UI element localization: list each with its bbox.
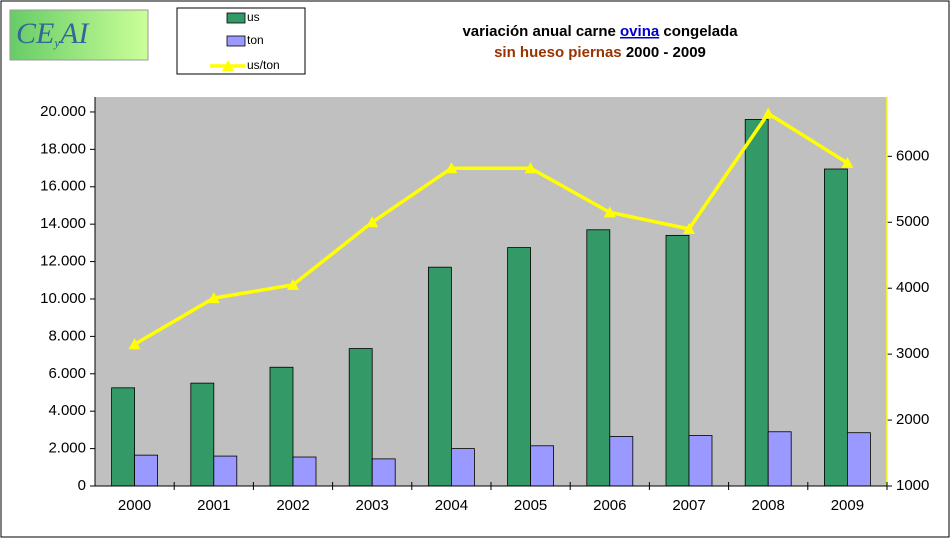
bar bbox=[269, 366, 294, 487]
y-tick-label: 20.000 bbox=[40, 103, 86, 120]
bar bbox=[744, 119, 769, 487]
line-marker bbox=[603, 206, 616, 218]
y-tick-label: 12.000 bbox=[40, 253, 86, 270]
y2-tick-label: 4000 bbox=[896, 279, 929, 296]
chart-subtitle: sin hueso piernas 2000 - 2009 bbox=[494, 44, 706, 61]
bar bbox=[134, 454, 159, 487]
line-marker bbox=[524, 162, 537, 174]
bar bbox=[586, 229, 611, 487]
x-tick-label: 2002 bbox=[276, 497, 309, 514]
line bbox=[133, 111, 849, 346]
bar bbox=[427, 266, 452, 487]
bar bbox=[371, 458, 396, 487]
bar bbox=[847, 432, 871, 487]
x-tick-label: 2006 bbox=[593, 497, 626, 514]
bar bbox=[530, 445, 554, 487]
legend-swatch bbox=[226, 12, 246, 24]
legend-label: us bbox=[247, 10, 260, 24]
line-marker bbox=[207, 292, 220, 304]
x-tick-label: 2008 bbox=[752, 497, 785, 514]
bar bbox=[665, 234, 690, 487]
y2-tick-label: 5000 bbox=[896, 213, 929, 230]
x-tick-label: 2000 bbox=[118, 497, 151, 514]
y2-tick-label: 6000 bbox=[896, 147, 929, 164]
line-marker bbox=[683, 222, 695, 234]
y2-tick-label: 2000 bbox=[896, 411, 929, 428]
y-tick-label: 4.000 bbox=[48, 402, 86, 419]
bar bbox=[767, 431, 792, 487]
subtitle-part: 2000 - 2009 bbox=[626, 44, 706, 61]
chart-title: variación anual carne ovina congelada bbox=[462, 23, 738, 40]
y-tick-label: 2.000 bbox=[48, 440, 86, 457]
line-marker bbox=[287, 278, 299, 290]
bar bbox=[450, 448, 475, 487]
x-tick-label: 2001 bbox=[197, 497, 230, 514]
logo-text: CEyAI bbox=[16, 17, 90, 50]
line-marker bbox=[841, 156, 854, 168]
x-tick-label: 2003 bbox=[356, 497, 389, 514]
y-tick-label: 8.000 bbox=[48, 327, 86, 344]
bar bbox=[609, 436, 634, 487]
title-part: congelada bbox=[663, 23, 738, 40]
y-tick-label: 18.000 bbox=[40, 140, 86, 157]
legend-swatch bbox=[226, 35, 246, 47]
y2-tick-label: 3000 bbox=[896, 345, 929, 362]
y-tick-label: 10.000 bbox=[40, 290, 86, 307]
legend-marker bbox=[222, 60, 234, 71]
legend-label: ton bbox=[247, 33, 264, 47]
logo-box bbox=[9, 9, 149, 61]
bar bbox=[111, 387, 135, 487]
logo: CEyAI bbox=[9, 9, 149, 61]
y-tick-label: 0 bbox=[78, 477, 86, 494]
line-marker bbox=[445, 162, 458, 174]
bar bbox=[688, 435, 713, 487]
x-tick-label: 2009 bbox=[831, 497, 864, 514]
bar bbox=[507, 247, 532, 487]
bar bbox=[190, 382, 215, 487]
x-tick-label: 2004 bbox=[435, 497, 468, 514]
title-part: variación anual carne bbox=[462, 23, 615, 40]
logo-part: AI bbox=[58, 17, 90, 50]
x-tick-label: 2007 bbox=[672, 497, 705, 514]
subtitle-part: sin hueso piernas bbox=[494, 44, 622, 61]
bar bbox=[348, 348, 373, 487]
line-marker bbox=[762, 107, 775, 119]
title-link[interactable]: ovina bbox=[620, 23, 660, 40]
y-tick-label: 16.000 bbox=[40, 178, 86, 195]
y-tick-label: 14.000 bbox=[40, 215, 86, 232]
legend-label: us/ton bbox=[247, 58, 280, 72]
bar bbox=[824, 168, 848, 487]
bar bbox=[292, 456, 317, 487]
line-marker bbox=[128, 338, 141, 350]
y-tick-label: 6.000 bbox=[48, 365, 86, 382]
logo-part: y bbox=[52, 35, 60, 50]
logo-part: CE bbox=[16, 17, 54, 50]
line-marker bbox=[366, 216, 379, 228]
y2-tick-label: 1000 bbox=[896, 477, 929, 494]
bar bbox=[213, 455, 238, 487]
x-tick-label: 2005 bbox=[514, 497, 547, 514]
